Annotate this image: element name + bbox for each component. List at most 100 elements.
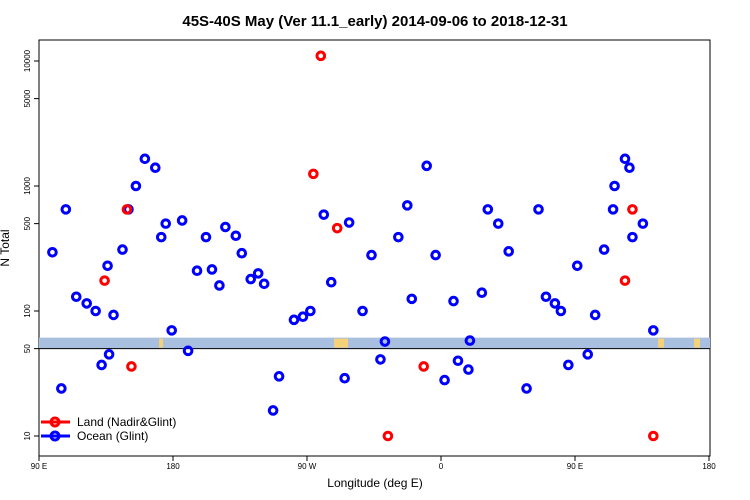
ocean-point [176,215,188,226]
ocean-point [258,278,270,290]
land-mask-patch [658,338,664,348]
ocean-point [464,335,476,346]
legend-ocean-label: Ocean (Glint) [77,429,148,443]
x-tick-label: 90 W [298,462,317,471]
ocean-point [619,153,631,165]
y-tick-label: 5000 [23,89,32,107]
y-axis-label: N Total [0,229,12,266]
ocean-point [108,309,119,321]
ocean-point [648,325,659,336]
ocean-point [393,231,404,243]
ocean-point [182,345,194,357]
band-rect [39,337,710,349]
data-points [47,50,659,442]
land-mask-patch [694,338,700,348]
y-tick-label: 500 [23,216,32,230]
ocean-point [318,209,330,220]
ocean-point [305,305,316,317]
ocean-point [96,359,107,371]
ocean-point [503,246,515,257]
ocean-point [90,305,101,317]
ocean-point [421,160,432,172]
ocean-point [492,218,504,229]
ocean-point [430,249,441,261]
ocean-point [609,180,620,192]
ocean-point [637,218,649,229]
ocean-point [220,221,231,233]
land-point [619,275,631,286]
ocean-point [375,354,386,365]
ocean-point [555,305,567,317]
ocean-point [236,247,248,259]
ocean-point [357,305,368,317]
ocean-point [139,153,151,165]
ocean-point [325,276,337,288]
land-point [418,361,430,372]
ocean-point [70,291,82,303]
ocean-point [155,231,167,243]
ocean-point [288,314,300,326]
land-point [382,430,394,442]
x-axis-label: Longitude (deg E) [327,476,422,490]
ocean-point [379,336,391,347]
ocean-point [589,309,601,321]
legend-land-label: Land (Nadir&Glint) [77,415,176,429]
x-tick-label: 90 E [567,462,583,471]
x-tick-label: 180 [166,462,180,471]
ocean-point [102,260,113,272]
ocean-point [230,230,242,242]
ocean-point [366,249,377,261]
ocean-point [160,218,172,229]
legend-ocean-marker [49,430,61,442]
ocean-point [624,162,635,174]
y-tick-label: 50 [23,344,32,353]
ocean-point [463,364,474,375]
ocean-point [402,200,413,211]
land-mask-patch [159,338,163,348]
x-tick-label: 180 [702,462,716,471]
ocean-point [448,295,459,307]
ocean-point [439,374,450,386]
chart-title: 45S-40S May (Ver 11.1_early) 2014-09-06 … [182,13,567,30]
x-axis: 90 E 180 90 W 0 90 E 180 [31,456,716,471]
ocean-point [273,371,285,382]
ocean-point [571,260,583,272]
ocean-point [297,311,309,323]
y-tick-label: 100 [23,304,32,318]
ocean-point [452,355,464,367]
ocean-point [476,287,488,299]
land-point [648,430,659,442]
ocean-point [533,204,544,215]
ocean-point [103,349,115,360]
ocean-point [47,246,58,258]
land-point [121,204,133,215]
y-tick-label: 10000 [23,49,32,72]
ocean-point [150,162,161,174]
ocean-point [60,204,72,215]
ocean-point [252,268,264,279]
ocean-point [214,280,225,291]
land-mask-patch [334,338,348,348]
ocean-point [482,204,494,215]
ocean-point [206,264,218,275]
y-tick-label: 1000 [23,177,32,195]
land-point [308,168,319,180]
ocean-point [191,265,203,277]
land-point [315,50,327,62]
legend: Land (Nadir&Glint) Ocean (Glint) [41,415,176,443]
legend-land-marker [49,416,61,428]
ocean-point [130,180,142,192]
ocean-point [200,231,212,243]
ocean-point [607,204,619,215]
ocean-point [245,273,257,285]
plot-area [38,39,711,457]
x-tick-label: 0 [439,462,444,471]
ocean-point [582,349,594,360]
ocean-point [521,383,532,394]
ocean-point [563,359,574,371]
land-point [126,361,137,372]
ocean-point [166,325,178,336]
x-tick-label: 90 E [31,462,47,471]
ocean-point [406,293,418,305]
